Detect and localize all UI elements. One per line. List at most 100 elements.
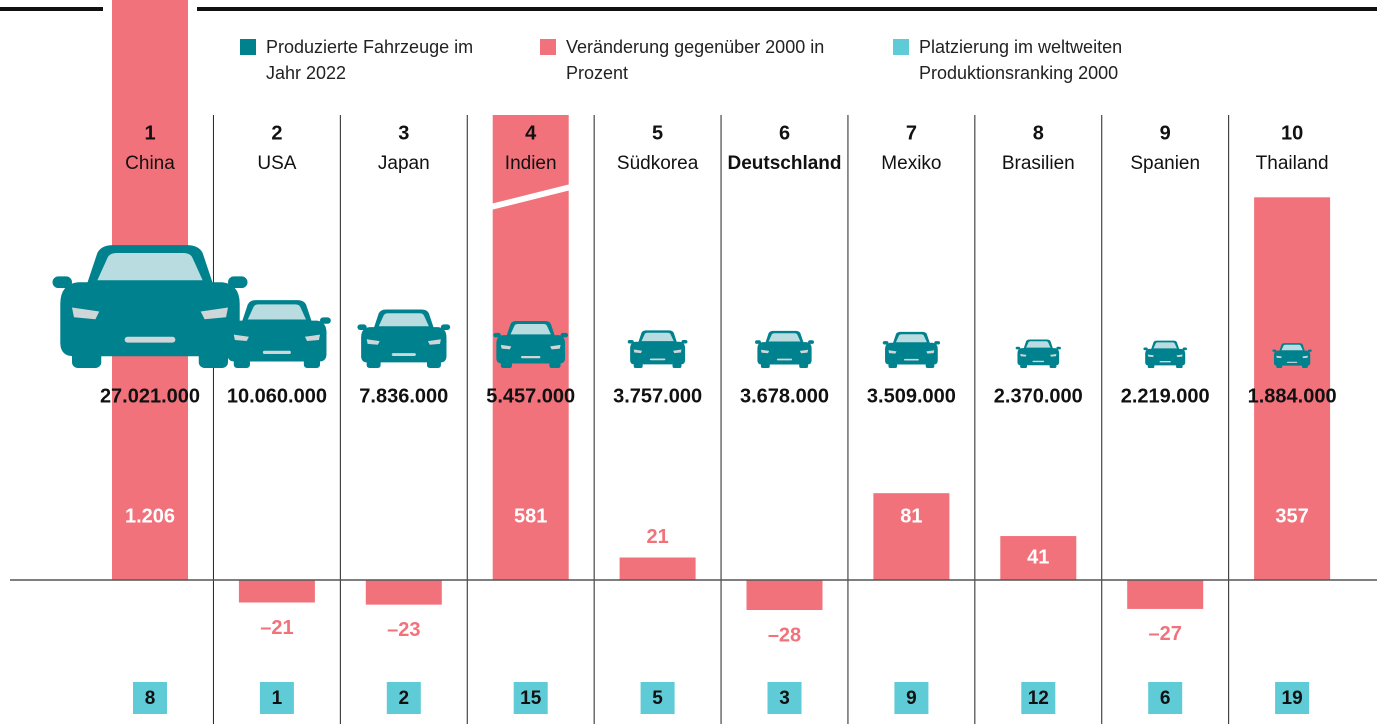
car-grille (777, 359, 792, 361)
change-label: 357 (1275, 505, 1308, 527)
production-label: 1.884.000 (1248, 385, 1337, 407)
chart-canvas: 1.206–21–2358121–288141–273571China2USA3… (0, 0, 1377, 724)
change-label: 81 (900, 505, 922, 527)
change-bar (620, 557, 696, 580)
car-grille (1160, 361, 1171, 362)
car-body (885, 343, 938, 365)
car-body (1274, 351, 1310, 366)
rank-label: 3 (398, 122, 409, 144)
change-bar (747, 580, 823, 610)
production-label: 3.509.000 (867, 385, 956, 407)
production-label: 3.678.000 (740, 385, 829, 407)
car-icon (357, 310, 450, 368)
car-grille (1032, 361, 1044, 362)
legend-label: Veränderung gegenüber 2000 in Prozent (566, 37, 824, 83)
rank2000-label: 6 (1160, 688, 1171, 709)
car-window (379, 313, 429, 326)
car-grille (263, 351, 291, 354)
car-icon (1016, 339, 1061, 368)
country-label: Südkorea (617, 153, 699, 174)
car-body (630, 342, 685, 365)
legend-item: Produzierte Fahrzeuge im Jahr 2022 (240, 34, 481, 86)
car-body (757, 342, 811, 364)
production-label: 3.757.000 (613, 385, 702, 407)
rank-label: 9 (1160, 122, 1171, 144)
change-label: 41 (1027, 546, 1049, 568)
car-window (896, 334, 927, 342)
rank-label: 6 (779, 122, 790, 144)
legend-swatch (893, 39, 909, 55)
car-body (60, 282, 239, 356)
country-label: Spanien (1130, 153, 1200, 174)
rank2000-label: 19 (1282, 688, 1303, 709)
change-label: –28 (768, 624, 801, 646)
production-label: 2.370.000 (994, 385, 1083, 407)
car-grille (904, 359, 919, 361)
car-window (511, 324, 551, 334)
legend-label: Platzierung im weltweiten Produktionsran… (919, 37, 1122, 83)
rank-label: 7 (906, 122, 917, 144)
country-label: Brasilien (1002, 153, 1075, 174)
car-window (1026, 341, 1050, 347)
country-label: Mexiko (881, 153, 941, 174)
rank-label: 8 (1033, 122, 1044, 144)
legend-item: Veränderung gegenüber 2000 in Prozent (540, 34, 856, 86)
car-grille (125, 337, 176, 343)
change-label: –27 (1149, 623, 1182, 645)
production-label: 27.021.000 (100, 385, 200, 407)
production-label: 7.836.000 (359, 385, 448, 407)
rank-label: 2 (271, 122, 282, 144)
production-label: 2.219.000 (1121, 385, 1210, 407)
car-body (496, 335, 565, 363)
production-label: 10.060.000 (227, 385, 327, 407)
rank2000-label: 2 (399, 688, 410, 709)
country-label: USA (257, 153, 296, 174)
legend-swatch (240, 39, 256, 55)
change-label: 581 (514, 505, 547, 527)
car-body (361, 327, 446, 362)
rank-label: 5 (652, 122, 663, 144)
country-label: Deutschland (727, 153, 841, 174)
car-grille (521, 356, 540, 358)
car-body (1145, 349, 1185, 366)
rank2000-label: 9 (906, 688, 917, 709)
car-grille (1287, 362, 1297, 363)
change-bar (366, 580, 442, 605)
change-bar (239, 580, 315, 603)
country-label: Japan (378, 153, 430, 174)
country-label: Indien (505, 153, 557, 174)
change-label: –21 (260, 617, 293, 639)
car-grille (650, 358, 666, 360)
rank2000-label: 12 (1028, 688, 1049, 709)
legend-label: Produzierte Fahrzeuge im Jahr 2022 (266, 37, 473, 83)
rank2000-label: 8 (145, 688, 156, 709)
car-icon (628, 330, 688, 368)
car-window (769, 333, 801, 341)
production-label: 5.457.000 (486, 385, 575, 407)
change-bar (1127, 580, 1203, 609)
rank2000-label: 1 (272, 688, 283, 709)
change-label: –23 (387, 619, 420, 641)
car-window (248, 304, 306, 319)
rank-label: 1 (144, 122, 155, 144)
car-icon (1143, 341, 1187, 368)
chart: 1.206–21–2358121–288141–273571China2USA3… (0, 0, 1377, 724)
rank2000-label: 3 (779, 688, 790, 709)
change-label: 21 (646, 526, 668, 548)
car-icon (755, 331, 814, 368)
rank-label: 10 (1281, 122, 1303, 144)
legend-swatch (540, 39, 556, 55)
car-window (1153, 342, 1177, 348)
car-icon (53, 245, 248, 368)
legend-item: Platzierung im weltweiten Produktionsran… (893, 34, 1209, 86)
country-label: Thailand (1256, 153, 1329, 174)
rank2000-label: 15 (520, 688, 542, 709)
car-grille (392, 353, 416, 356)
country-label: China (125, 153, 175, 174)
car-icon (883, 332, 940, 368)
change-label: 1.206 (125, 505, 175, 527)
car-window (1281, 345, 1302, 351)
rank-label: 4 (525, 122, 537, 144)
car-body (227, 321, 326, 362)
car-window (97, 253, 202, 280)
